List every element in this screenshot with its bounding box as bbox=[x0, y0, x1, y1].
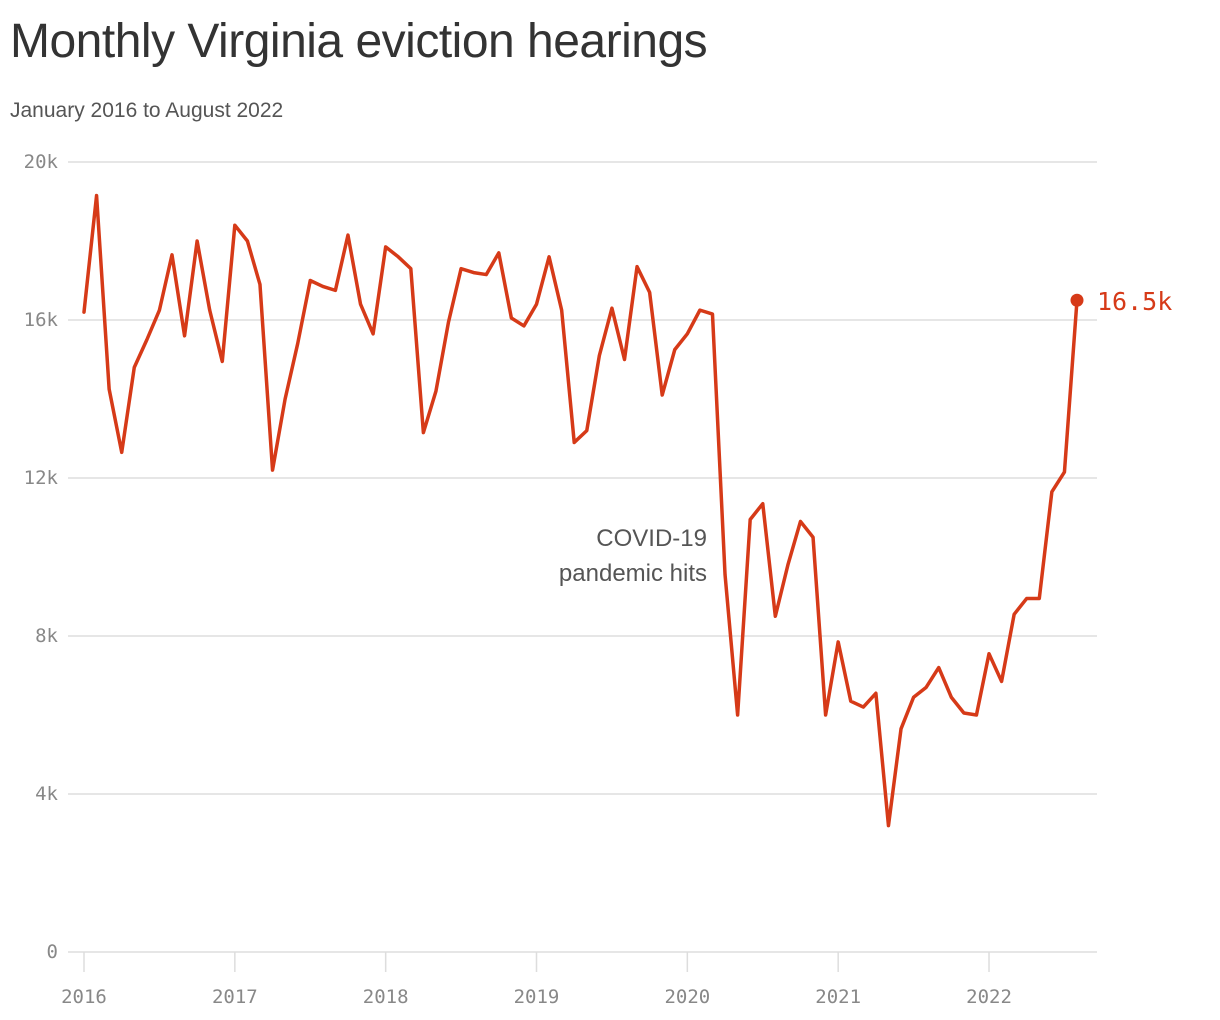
y-tick-label-20k: 20k bbox=[24, 151, 59, 173]
last-value-label: 16.5k bbox=[1097, 287, 1172, 316]
chart-subtitle: January 2016 to August 2022 bbox=[10, 99, 284, 122]
x-tick-label-2022: 2022 bbox=[966, 986, 1012, 1008]
y-tick-label-8k: 8k bbox=[35, 625, 58, 647]
series-line-0 bbox=[82, 193, 1079, 828]
x-tick-label-2017: 2017 bbox=[212, 986, 258, 1008]
annotation-line-2: pandemic hits bbox=[559, 560, 707, 587]
covid-annotation: COVID-19 pandemic hits bbox=[559, 525, 707, 587]
gridlines bbox=[68, 161, 1097, 953]
x-tick-label-2016: 2016 bbox=[61, 986, 107, 1008]
last-value-marker bbox=[1070, 293, 1084, 307]
y-tick-label-16k: 16k bbox=[24, 309, 59, 331]
y-tick-label-12k: 12k bbox=[24, 467, 59, 489]
chart-title: Monthly Virginia eviction hearings bbox=[10, 15, 708, 68]
y-tick-label-4k: 4k bbox=[35, 783, 58, 805]
x-tick-label-2019: 2019 bbox=[514, 986, 560, 1008]
annotation-line-1: COVID-19 bbox=[596, 525, 707, 552]
y-axis-ticks: 0 4k 8k 12k 16k 20k bbox=[24, 151, 59, 963]
x-tick-label-2018: 2018 bbox=[363, 986, 409, 1008]
y-tick-label-0: 0 bbox=[47, 941, 58, 963]
x-tick-label-2021: 2021 bbox=[815, 986, 861, 1008]
x-axis-ticks: 2016 2017 2018 2019 2020 2021 2022 bbox=[61, 952, 1012, 1008]
series-line-group bbox=[82, 193, 1084, 828]
x-tick-label-2020: 2020 bbox=[664, 986, 710, 1008]
